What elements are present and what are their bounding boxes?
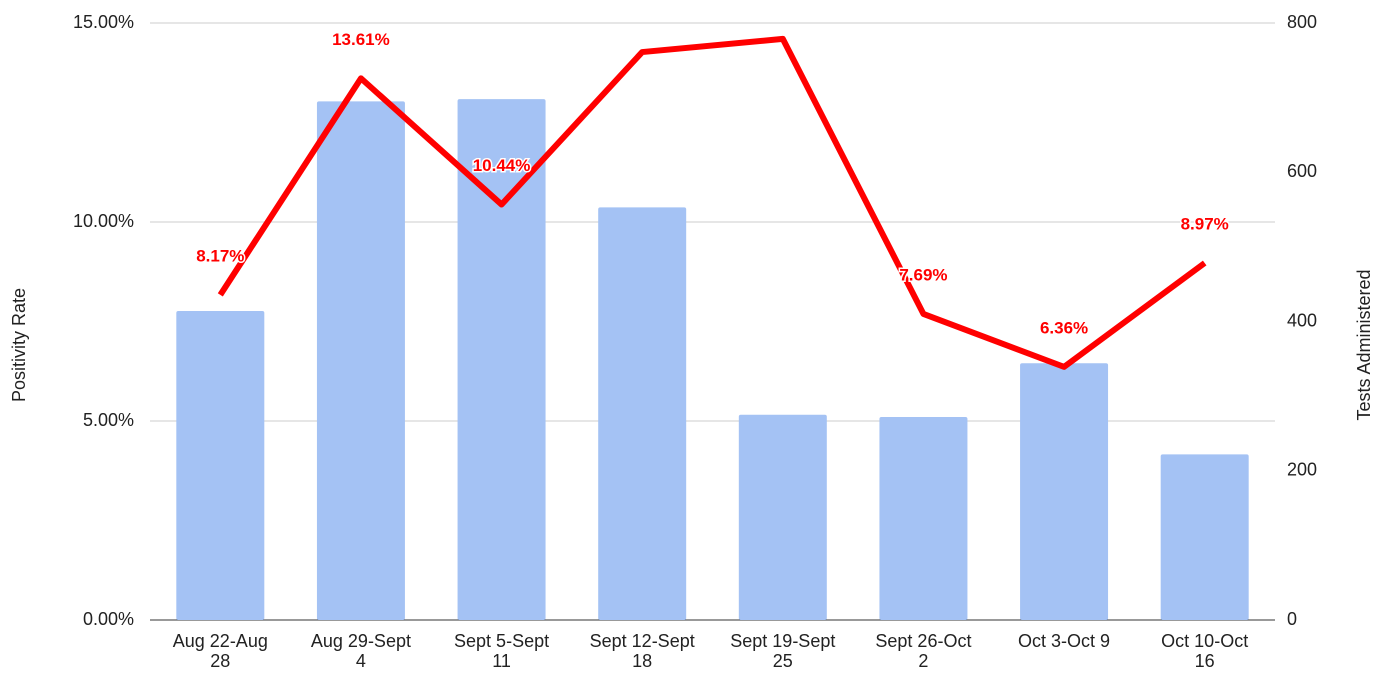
y-tick-label: 0.00%	[83, 609, 134, 629]
y-tick-label: 10.00%	[73, 211, 134, 231]
x-tick-label: Aug 29-Sept 4	[310, 631, 411, 671]
data-label: 13.61%	[332, 30, 390, 49]
bar	[316, 101, 405, 620]
bar	[879, 417, 968, 620]
x-tick-label: Sept 5-Sept 11	[454, 631, 550, 671]
y2-tick-label: 200	[1287, 460, 1317, 480]
y2-axis-title: Tests Administered	[1354, 269, 1374, 420]
data-label: 6.36%	[1040, 318, 1088, 337]
bar	[738, 414, 827, 620]
bar	[176, 311, 265, 620]
bar	[598, 207, 687, 621]
bar	[1160, 454, 1249, 620]
data-label: 10.44%	[473, 156, 531, 175]
y2-tick-label: 800	[1287, 12, 1317, 32]
data-label: 8.17%	[196, 246, 244, 265]
data-label: 8.97%	[1181, 214, 1229, 233]
y-tick-label: 5.00%	[83, 410, 134, 430]
x-tick-label: Sept 26-Oct 2	[875, 631, 972, 671]
x-tick-label: Oct 3-Oct 9	[1018, 631, 1111, 651]
y2-tick-label: 0	[1287, 609, 1297, 629]
x-tick-label: Aug 22-Aug 28	[172, 631, 268, 671]
x-tick-label: Sept 12-Sept 18	[589, 631, 695, 671]
y2-tick-label: 400	[1287, 310, 1317, 330]
bar	[1020, 363, 1109, 620]
y2-tick-label: 600	[1287, 161, 1317, 181]
y-axis-title: Positivity Rate	[9, 288, 29, 402]
line	[217, 35, 1207, 370]
bar	[457, 99, 546, 621]
data-label: 7.69%	[899, 265, 947, 284]
x-tick-label: Sept 19-Sept 25	[730, 631, 836, 671]
x-tick-label: Oct 10-Oct 16	[1161, 631, 1249, 671]
y-tick-label: 15.00%	[73, 12, 134, 32]
